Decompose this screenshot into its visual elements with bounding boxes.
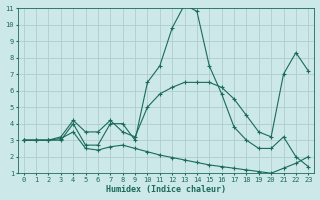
X-axis label: Humidex (Indice chaleur): Humidex (Indice chaleur) [106, 185, 226, 194]
